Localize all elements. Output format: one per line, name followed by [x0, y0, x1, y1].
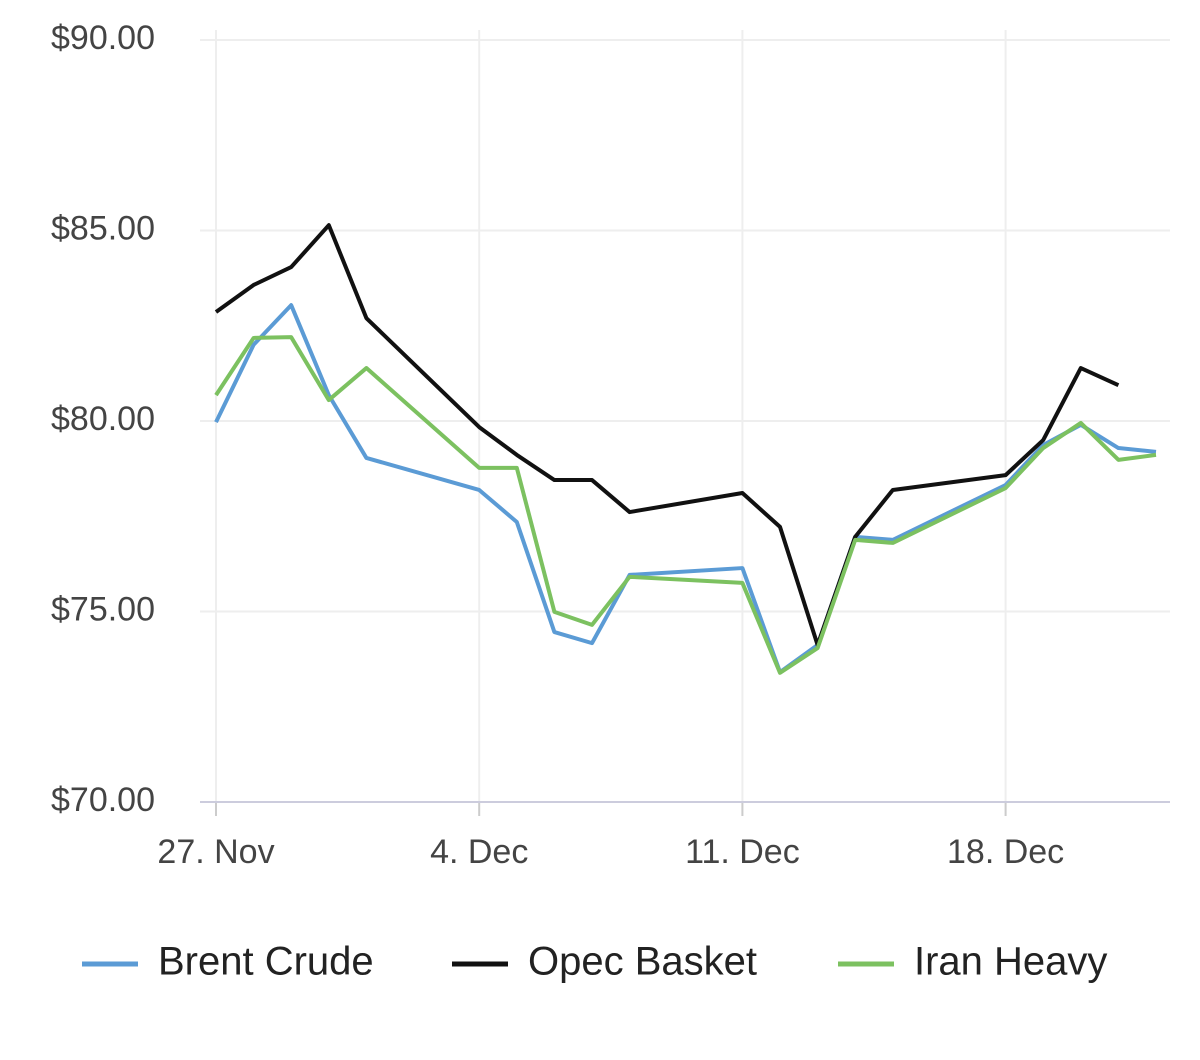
x-tick-label: 27. Nov — [157, 833, 274, 871]
y-tick-label: $75.00 — [51, 590, 155, 628]
legend-label: Brent Crude — [158, 940, 374, 984]
series-line — [214, 303, 1157, 675]
legend-label: Opec Basket — [528, 940, 757, 984]
y-tick-label: $90.00 — [51, 19, 155, 57]
series-line — [214, 335, 1157, 675]
y-tick-label: $80.00 — [51, 400, 155, 438]
y-tick-label: $70.00 — [51, 781, 155, 819]
x-tick-label: 18. Dec — [947, 833, 1064, 871]
series-line — [214, 223, 1120, 648]
x-tick-label: 4. Dec — [430, 833, 528, 871]
legend-label: Iran Heavy — [914, 940, 1107, 984]
x-tick-label: 11. Dec — [685, 833, 800, 871]
y-tick-label: $85.00 — [51, 209, 155, 247]
